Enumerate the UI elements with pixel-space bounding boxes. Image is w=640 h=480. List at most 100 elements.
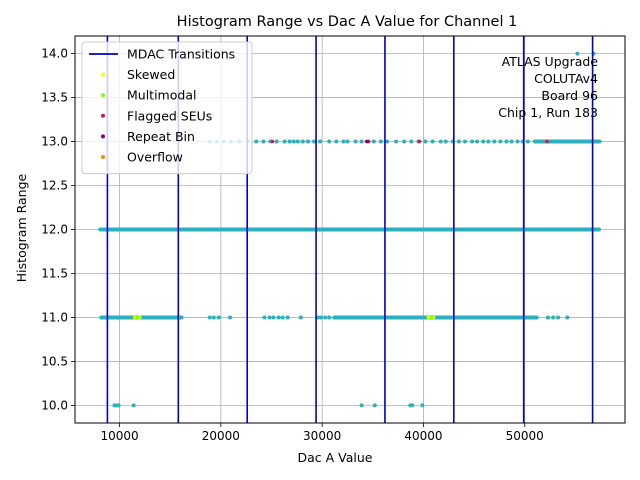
y-tick-label: 11.5	[41, 266, 68, 280]
x-axis-label: Dac A Value	[298, 450, 373, 465]
data-point	[597, 139, 602, 144]
data-point	[597, 227, 601, 232]
data-point	[295, 139, 300, 144]
data-point	[261, 139, 266, 144]
x-tick-label: 40000	[404, 429, 442, 443]
multimodal-point	[136, 315, 140, 320]
data-point	[409, 139, 414, 144]
data-point	[319, 315, 324, 320]
legend-label: Overflow	[127, 150, 183, 165]
data-point	[410, 403, 415, 408]
legend-box	[81, 41, 253, 175]
data-points	[98, 51, 602, 408]
data-point	[207, 315, 212, 320]
data-point	[371, 139, 376, 144]
x-tick-label: 10000	[100, 429, 138, 443]
x-tick-label: 50000	[506, 429, 544, 443]
data-point	[327, 315, 332, 320]
data-point	[274, 139, 279, 144]
skewed-point	[426, 315, 431, 320]
multimodal-point	[429, 315, 434, 320]
data-point	[378, 139, 383, 144]
data-point	[327, 139, 332, 144]
data-point	[423, 139, 428, 144]
data-point	[216, 315, 221, 320]
legend-label: Flagged SEUs	[127, 108, 212, 123]
data-point	[300, 139, 305, 144]
y-tick-label: 12.0	[41, 223, 68, 237]
data-point	[116, 403, 121, 408]
data-point	[551, 315, 556, 320]
data-point	[394, 139, 399, 144]
y-tick-label: 12.5	[41, 179, 68, 193]
data-point	[318, 139, 323, 144]
data-point	[443, 139, 448, 144]
data-point	[306, 139, 310, 144]
data-point	[312, 139, 316, 144]
data-point	[385, 139, 389, 144]
x-tick-label: 30000	[303, 429, 341, 443]
data-point	[402, 139, 407, 144]
data-point	[438, 139, 443, 144]
legend-label: Multimodal	[127, 88, 196, 103]
data-point	[475, 139, 480, 144]
data-point	[287, 139, 292, 144]
legend-marker-swatch	[101, 155, 105, 159]
data-point	[285, 315, 290, 320]
data-point	[498, 139, 503, 144]
data-point	[276, 315, 281, 320]
repeat-bin-point	[364, 139, 369, 144]
legend-marker-swatch	[101, 72, 105, 77]
data-point	[515, 139, 520, 144]
data-point	[298, 315, 303, 320]
data-point	[565, 315, 570, 320]
data-point	[211, 315, 216, 320]
data-point	[334, 139, 339, 144]
y-tick-label: 13.5	[41, 91, 68, 105]
y-tick-label: 13.0	[41, 135, 68, 149]
data-point	[341, 139, 346, 144]
annotation-line: ATLAS Upgrade	[502, 54, 599, 69]
annotation-line: Board 96	[541, 88, 598, 103]
chart-title: Histogram Range vs Dac A Value for Chann…	[177, 14, 518, 30]
data-point	[291, 139, 296, 144]
data-point	[372, 403, 377, 408]
data-point	[353, 139, 358, 144]
data-point	[359, 139, 364, 144]
data-point	[546, 315, 550, 320]
data-point	[254, 139, 259, 144]
legend-label: Skewed	[127, 67, 175, 82]
data-point	[575, 51, 580, 56]
data-point	[492, 139, 497, 144]
data-point	[280, 315, 285, 320]
data-point	[179, 315, 184, 320]
data-point	[556, 315, 561, 320]
legend-marker-swatch	[101, 134, 105, 139]
data-point	[359, 403, 364, 408]
data-point	[481, 139, 486, 144]
data-point	[131, 403, 136, 408]
data-point	[271, 315, 276, 320]
y-tick-label: 10.0	[41, 398, 68, 412]
data-point	[430, 139, 435, 144]
legend-marker-swatch	[101, 93, 105, 98]
y-axis-label: Histogram Range	[14, 173, 29, 282]
data-point	[345, 139, 350, 144]
legend-marker-swatch	[101, 113, 105, 118]
skewed-point	[133, 315, 137, 320]
data-point	[267, 315, 272, 320]
data-point	[463, 139, 467, 144]
data-point	[486, 139, 491, 144]
data-point	[228, 315, 232, 320]
legend: MDAC Transitions Skewed Multimodal Flagged …	[81, 41, 253, 175]
flagged-seus-point	[417, 139, 422, 144]
data-point	[509, 139, 514, 144]
annotation-line: Chip 1, Run 183	[498, 105, 598, 120]
y-tick-label: 10.5	[41, 354, 68, 368]
run-annotation: ATLAS Upgrade COLUTAv4 Board 96 Chip 1, Run…	[498, 54, 598, 120]
data-point	[316, 315, 321, 320]
data-point	[282, 139, 287, 144]
data-point	[534, 315, 539, 320]
flagged-seus-point	[270, 139, 275, 144]
